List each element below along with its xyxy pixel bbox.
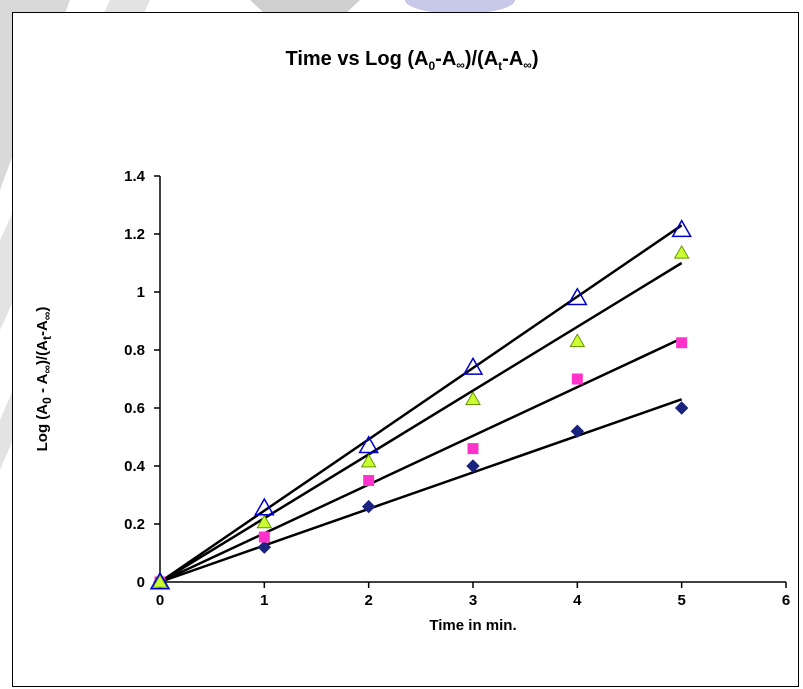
y-tick-label-3: 0.6	[124, 400, 145, 417]
y-tick-label-5: 1	[137, 284, 145, 301]
x-tick-label-1: 1	[260, 592, 268, 609]
point-series-2-0	[152, 573, 168, 588]
x-tick-label-2: 2	[364, 592, 372, 609]
point-series-1-1	[258, 531, 270, 543]
x-tick-label-0: 0	[156, 592, 164, 609]
fit-line-series-0	[159, 398, 683, 584]
point-series-2-3	[465, 391, 481, 406]
watermark-logo	[405, 0, 515, 14]
fit-line-series-2	[159, 261, 683, 584]
x-tick-label-4: 4	[573, 592, 582, 609]
chart-title: Time vs Log (A0-A∞)/(At-A∞)	[285, 48, 538, 73]
y-tick-label-4: 0.8	[124, 342, 145, 359]
y-tick-label-7: 1.4	[124, 168, 146, 185]
point-series-3-3	[462, 356, 484, 375]
point-series-3-2	[358, 435, 379, 454]
point-series-3-1	[254, 497, 275, 516]
x-tick-label-6: 6	[782, 592, 790, 609]
point-series-1-4	[571, 373, 583, 385]
fit-lines	[159, 224, 683, 584]
point-series-0-1	[257, 540, 272, 554]
point-series-0-3	[466, 459, 480, 473]
chart-frame	[12, 12, 799, 687]
y-tick-label-1: 0.2	[124, 516, 145, 533]
point-series-1-2	[363, 475, 375, 486]
point-series-0-4	[570, 424, 585, 438]
y-tick-label-2: 0.4	[124, 458, 146, 475]
y-tick-label-0: 0	[137, 574, 145, 591]
fit-line-series-1	[159, 337, 683, 584]
point-series-3-0	[149, 571, 171, 590]
point-series-0-2	[361, 499, 376, 514]
y-axis-label: Log (A0 - A∞)/(At-A∞)	[34, 307, 54, 452]
y-tick-label-6: 1.2	[124, 226, 145, 243]
ticks	[154, 175, 787, 588]
watermark-stripe-top	[250, 0, 360, 14]
point-series-2-4	[569, 333, 586, 348]
point-series-3-4	[567, 287, 588, 306]
x-tick-label-5: 5	[677, 592, 685, 609]
point-series-3-5	[671, 219, 692, 238]
x-axis-label: Time in min.	[429, 617, 516, 634]
point-series-1-3	[467, 443, 479, 455]
fit-line-series-3	[159, 224, 683, 584]
point-series-1-5	[676, 337, 688, 349]
x-tick-label-3: 3	[469, 592, 477, 609]
tick-labels: 0 1 2 3 4 5 6 0 0.2 0.4 0.6 0.8 1 1.2 1.4	[124, 168, 790, 609]
point-series-2-5	[673, 244, 690, 259]
markers	[149, 219, 692, 590]
point-series-2-2	[360, 453, 377, 468]
point-series-0-5	[674, 401, 689, 415]
point-series-2-1	[256, 514, 273, 529]
axes	[159, 176, 786, 583]
